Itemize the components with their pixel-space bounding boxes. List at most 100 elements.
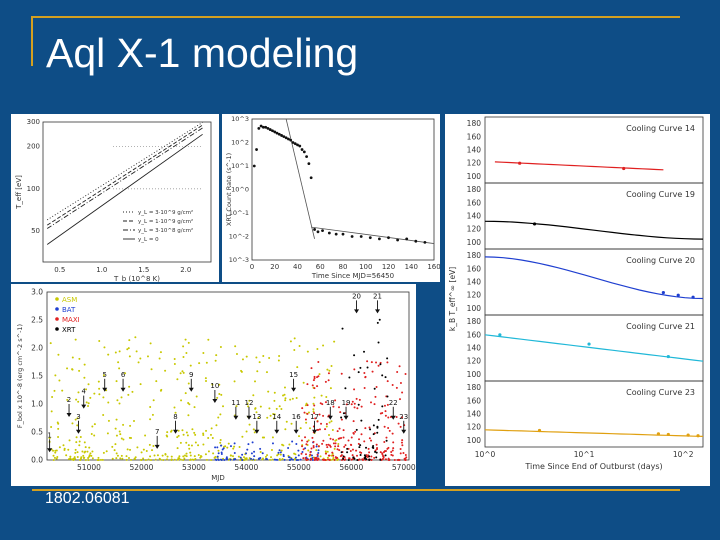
instrument-point xyxy=(248,423,251,426)
y-tick-label: 100 xyxy=(467,436,482,445)
y-tick-label: 140 xyxy=(467,410,482,419)
fit-line-tail xyxy=(311,226,435,244)
instrument-point xyxy=(277,451,280,454)
instrument-point xyxy=(239,456,242,459)
instrument-point xyxy=(285,420,288,423)
instrument-point xyxy=(391,449,394,452)
instrument-point xyxy=(79,436,82,439)
y-tick-label: 1.5 xyxy=(31,372,43,381)
instrument-point xyxy=(164,369,167,372)
instrument-point xyxy=(350,458,353,461)
instrument-point xyxy=(182,345,185,348)
instrument-point xyxy=(392,441,395,444)
instrument-point xyxy=(129,424,132,427)
instrument-point xyxy=(164,453,167,456)
instrument-point xyxy=(272,413,275,416)
instrument-point xyxy=(336,458,339,461)
instrument-point xyxy=(195,395,198,398)
instrument-point xyxy=(205,429,208,432)
data-point xyxy=(287,137,290,141)
y-tick-label: 160 xyxy=(467,198,482,207)
xrt-chart: 0 20 40 60 80 100 120 140 160 10^3 10^2 10^1 10^0 10^… xyxy=(225,115,441,280)
instrument-point xyxy=(231,455,234,458)
instrument-point xyxy=(179,441,182,444)
instrument-point xyxy=(186,434,189,437)
instrument-point xyxy=(166,455,169,458)
instrument-point xyxy=(57,435,60,438)
instrument-point xyxy=(252,458,255,461)
instrument-point xyxy=(366,360,369,363)
instrument-point xyxy=(232,447,235,450)
instrument-point xyxy=(126,448,129,451)
instrument-point xyxy=(85,388,88,391)
instrument-point xyxy=(82,454,85,457)
cooling-data-point xyxy=(686,433,690,437)
instrument-point xyxy=(324,452,327,455)
outburst-label: 17 xyxy=(310,413,319,421)
teff-tb-panel: 0.5 1.0 1.5 2.0 300 200 100 50 T_b (10^8 K) T_eff… xyxy=(11,114,219,283)
instrument-point xyxy=(75,441,78,444)
instrument-point xyxy=(401,444,404,447)
instrument-point xyxy=(216,455,219,458)
instrument-point xyxy=(309,451,312,454)
instrument-point xyxy=(252,428,255,431)
instrument-point xyxy=(210,427,213,430)
instrument-point xyxy=(304,453,307,456)
y-tick-label: 10^-3 xyxy=(229,256,249,264)
instrument-point xyxy=(83,456,86,459)
instrument-point xyxy=(270,449,273,452)
xrt-panel: 0 20 40 60 80 100 120 140 160 10^3 10^2 10^1 10^0 10^… xyxy=(222,114,441,282)
instrument-point xyxy=(279,451,282,454)
instrument-point xyxy=(71,356,74,359)
instrument-point xyxy=(241,458,244,461)
series-line xyxy=(46,122,203,221)
instrument-point xyxy=(114,427,117,430)
instrument-point xyxy=(313,375,316,378)
instrument-point xyxy=(76,424,79,427)
instrument-point xyxy=(259,451,262,454)
instrument-point xyxy=(356,407,359,410)
instrument-point xyxy=(302,381,305,384)
instrument-point xyxy=(229,445,232,448)
instrument-point xyxy=(215,458,218,461)
instrument-point xyxy=(120,437,123,440)
instrument-point xyxy=(368,451,371,454)
instrument-point xyxy=(189,454,192,457)
instrument-point xyxy=(182,371,185,374)
instrument-point xyxy=(322,458,325,461)
instrument-point xyxy=(282,394,285,397)
instrument-point xyxy=(262,355,265,358)
instrument-point xyxy=(183,457,186,460)
data-point xyxy=(271,129,274,133)
instrument-point xyxy=(212,452,215,455)
instrument-point xyxy=(279,453,282,456)
x-tick-label: 56000 xyxy=(339,463,363,472)
instrument-point xyxy=(359,454,362,457)
instrument-point xyxy=(377,364,380,367)
instrument-point xyxy=(74,338,77,341)
instrument-point xyxy=(269,414,272,417)
instrument-point xyxy=(257,457,260,460)
outburst-label: 1 xyxy=(47,431,51,439)
instrument-point xyxy=(373,456,376,459)
instrument-point xyxy=(325,443,328,446)
instrument-point xyxy=(122,438,125,441)
instrument-point xyxy=(305,458,308,461)
instrument-point xyxy=(88,446,91,449)
instrument-point xyxy=(214,446,217,449)
instrument-point xyxy=(280,407,283,410)
instrument-point xyxy=(296,366,299,369)
instrument-point xyxy=(305,402,308,405)
instrument-point xyxy=(358,438,361,441)
instrument-point xyxy=(185,452,188,455)
instrument-point xyxy=(74,448,77,451)
instrument-point xyxy=(149,418,152,421)
instrument-point xyxy=(397,458,400,461)
instrument-point xyxy=(111,457,114,460)
instrument-point xyxy=(240,369,243,372)
instrument-point xyxy=(278,449,281,452)
instrument-point xyxy=(77,400,80,403)
instrument-point xyxy=(249,457,252,460)
instrument-point xyxy=(102,413,105,416)
instrument-point xyxy=(91,450,94,453)
